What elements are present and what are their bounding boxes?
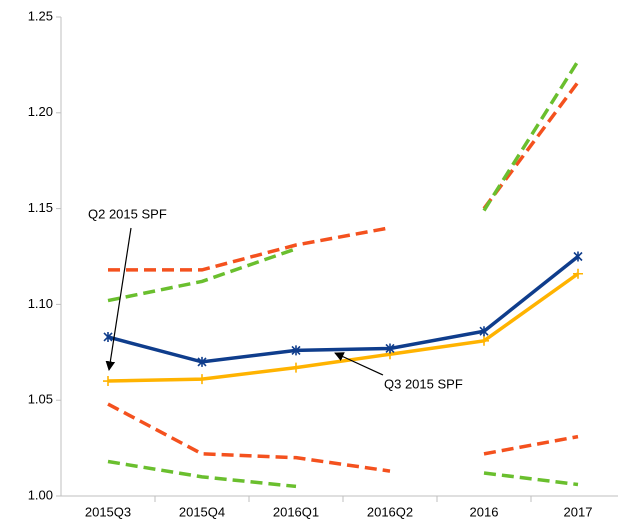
y-tick-label: 1.15	[28, 200, 53, 215]
series-line	[108, 226, 391, 272]
point-marker	[479, 326, 489, 337]
x-tick-label: 2017	[564, 504, 593, 519]
y-tick-label: 1.00	[28, 487, 53, 502]
series-line	[107, 247, 297, 303]
series-line	[482, 60, 580, 212]
series-line	[483, 471, 579, 487]
y-tick-label: 1.25	[28, 8, 53, 23]
annotation: Q3 2015 SPF	[384, 376, 463, 391]
annotation-arrow	[334, 352, 384, 376]
series-line	[107, 255, 580, 364]
series-line	[107, 459, 297, 489]
x-tick-label: 2015Q3	[85, 504, 131, 519]
annotation-arrow	[105, 227, 132, 371]
plot-area: 1.00 1.05 1.10 1.15 1.20 1.25 2015Q3 2015Q4 2016…	[28, 8, 618, 519]
annotation: Q2 2015 SPF	[88, 206, 167, 221]
y-tick-label: 1.10	[28, 296, 53, 311]
series-line	[107, 272, 580, 383]
point-marker	[573, 251, 583, 262]
point-marker	[291, 362, 301, 373]
x-tick-label: 2016Q2	[367, 504, 413, 519]
point-marker	[573, 268, 583, 279]
point-marker	[103, 331, 113, 342]
x-tick-label: 2016	[470, 504, 499, 519]
point-marker	[197, 374, 207, 385]
point-marker	[385, 343, 395, 354]
x-tick-label: 2016Q1	[273, 504, 319, 519]
point-marker	[291, 345, 301, 356]
x-tick-label: 2015Q4	[179, 504, 225, 519]
series-line	[483, 434, 579, 456]
series-line	[107, 402, 391, 473]
y-tick-label: 1.20	[28, 104, 53, 119]
point-marker	[197, 356, 207, 367]
point-marker	[103, 376, 113, 387]
y-tick-label: 1.05	[28, 392, 53, 407]
point-marker	[479, 335, 489, 346]
